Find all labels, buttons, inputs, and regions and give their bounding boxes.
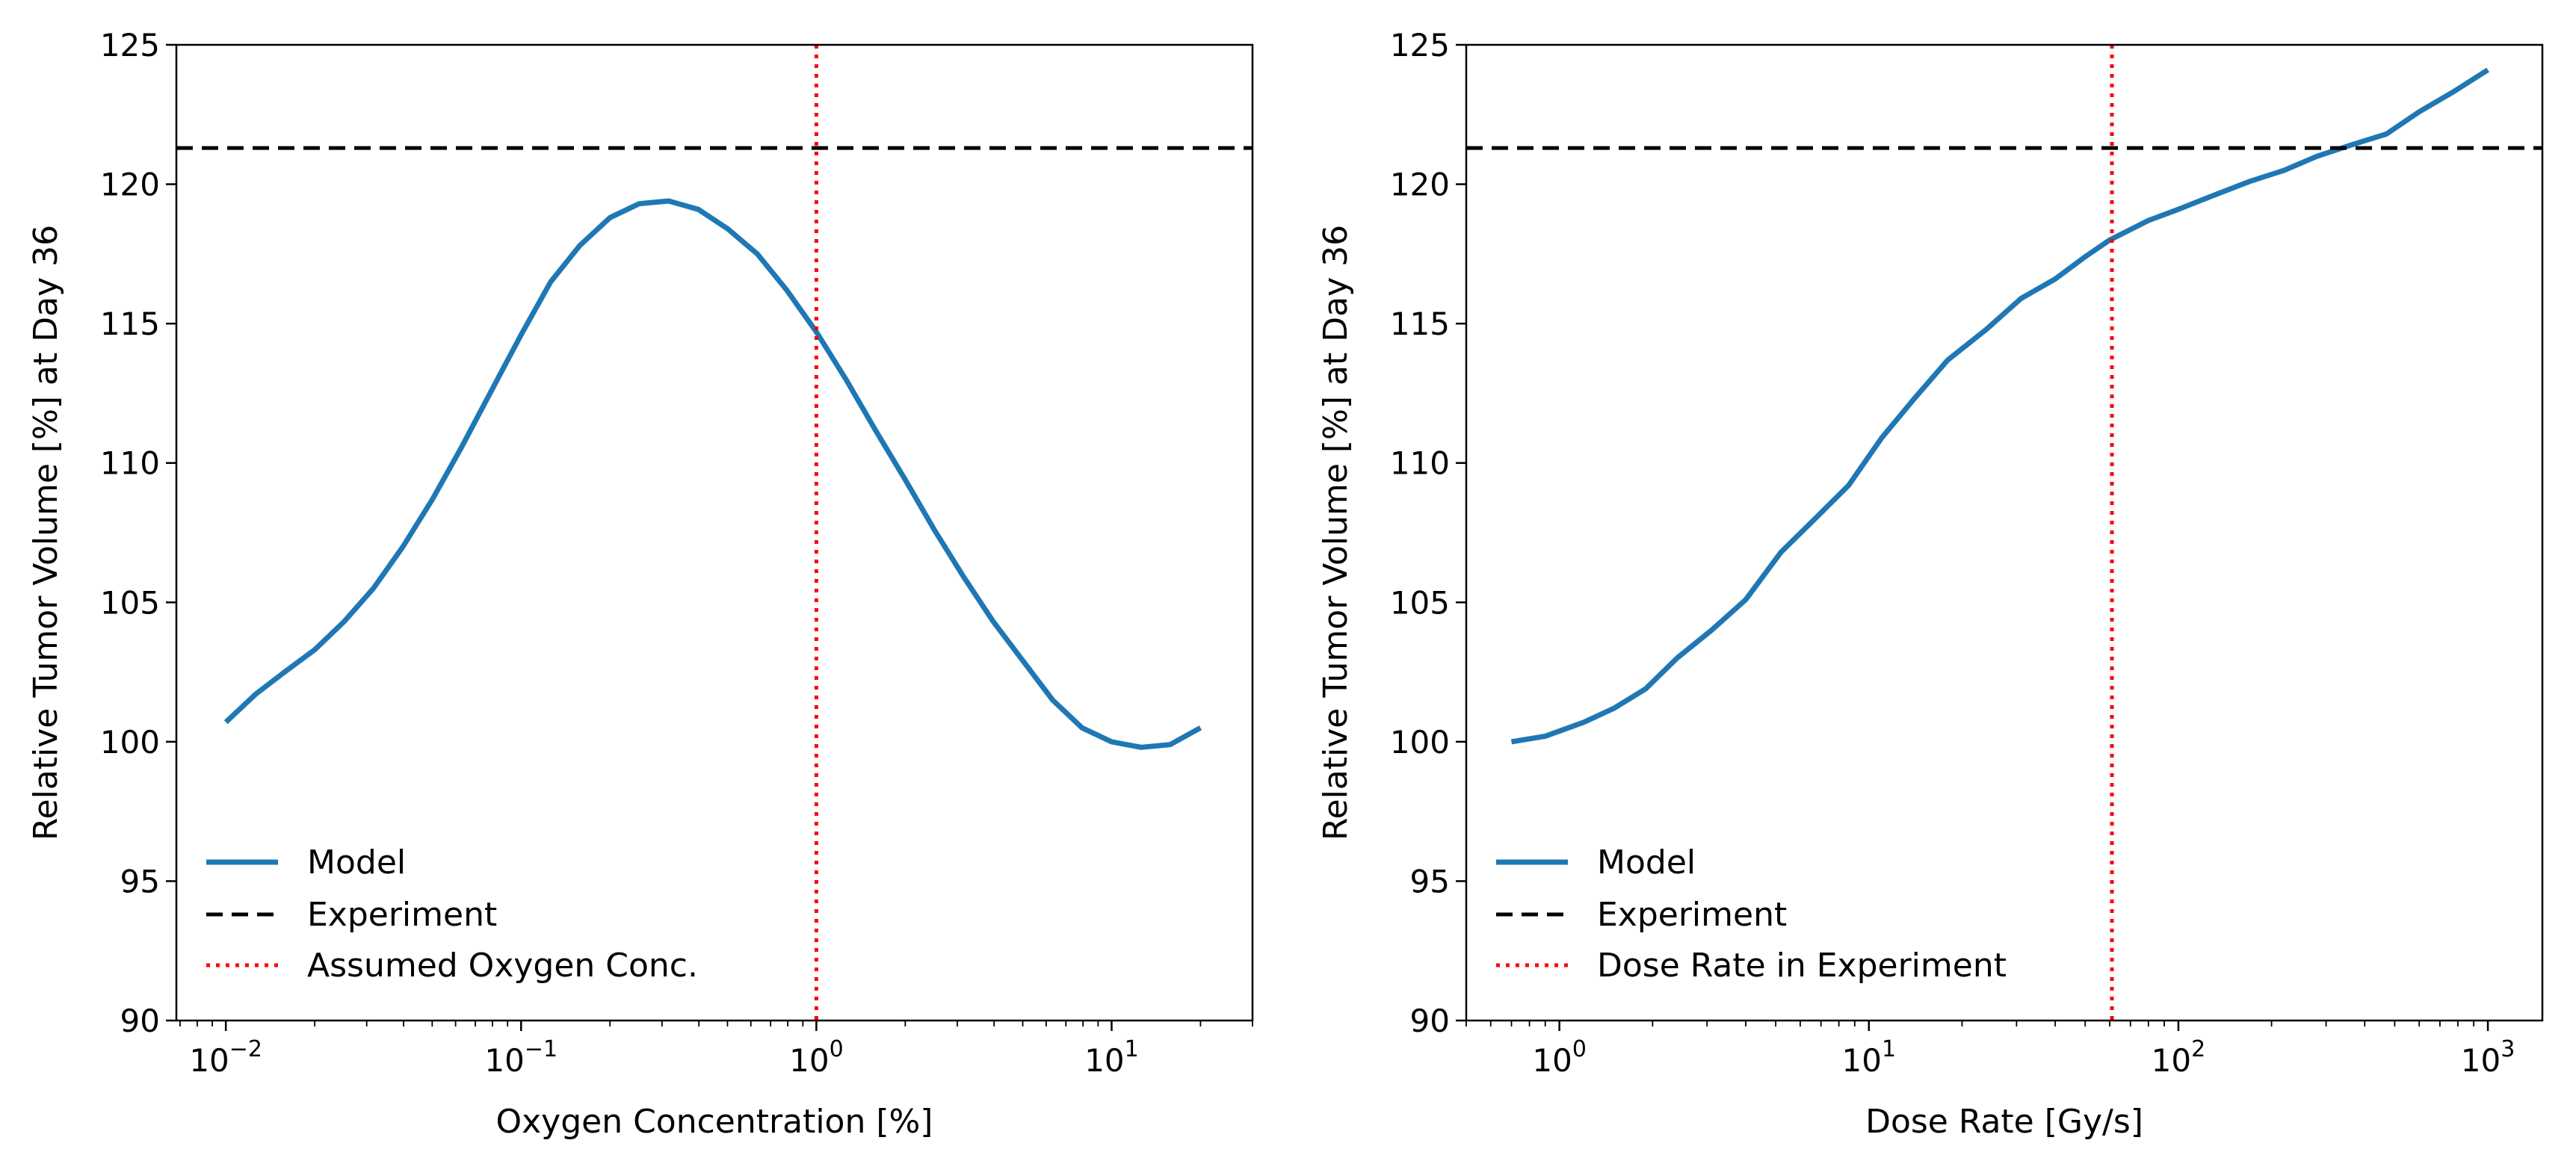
y-tick-label: 95: [120, 863, 160, 899]
y-tick-label: 100: [1390, 724, 1450, 761]
y-tick-label: 110: [100, 445, 160, 482]
y-tick-label: 105: [100, 584, 160, 621]
x-tick-label: 103: [2461, 1036, 2515, 1079]
chart-2: 90 95 100 105 110 115 120 125 100 101 102 103 Dose R…: [1317, 27, 2544, 1141]
x-tick-label: 10−2: [189, 1036, 262, 1079]
chart-1: 90 95 100 105 110 115 120 125 10−2 10−1 100 101 Oxyg…: [27, 27, 1254, 1141]
y-tick-label: 115: [1390, 306, 1450, 342]
legend-label: Dose Rate in Experiment: [1597, 947, 2007, 985]
legend-label: Model: [1597, 843, 1696, 882]
x-tick-label: 101: [1842, 1036, 1897, 1079]
legend-label: Experiment: [307, 896, 497, 934]
y-axis-label: Relative Tumor Volume [%] at Day 36: [1317, 225, 1355, 840]
x-tick-label: 100: [789, 1036, 844, 1079]
x-tick-label: 101: [1084, 1036, 1139, 1079]
legend-1: Model Experiment Assumed Oxygen Conc.: [206, 843, 698, 985]
x-axis-label: Dose Rate [Gy/s]: [1865, 1103, 2143, 1141]
y-tick-label: 105: [1390, 584, 1450, 621]
y-tick-label: 120: [100, 167, 160, 203]
y-tick-label: 100: [100, 724, 160, 761]
legend-2: Model Experiment Dose Rate in Experiment: [1496, 843, 2007, 985]
y-tick-label: 115: [100, 306, 160, 342]
x-axis-label: Oxygen Concentration [%]: [496, 1103, 933, 1141]
plot-frame-1: [175, 43, 1254, 1022]
y-tick-label: 110: [1390, 445, 1450, 482]
legend-label: Experiment: [1597, 896, 1787, 934]
y-tick-label: 125: [1390, 27, 1450, 64]
model-line-2: [1510, 67, 2489, 745]
y-tick-label: 95: [1410, 863, 1450, 899]
y-tick-label: 125: [100, 27, 160, 64]
y-tick-label: 120: [1390, 167, 1450, 203]
y-axis-label: Relative Tumor Volume [%] at Day 36: [27, 225, 65, 840]
legend-label: Model: [307, 843, 406, 882]
y-tick-label: 90: [120, 1003, 160, 1039]
x-tick-label: 10−1: [484, 1036, 557, 1079]
plot-frame-2: [1465, 43, 2544, 1022]
model-line-1: [223, 198, 1202, 750]
legend-label: Assumed Oxygen Conc.: [307, 947, 698, 985]
y-tick-label: 90: [1410, 1003, 1450, 1039]
x-tick-label: 102: [2152, 1036, 2206, 1079]
x-tick-label: 100: [1532, 1036, 1587, 1079]
